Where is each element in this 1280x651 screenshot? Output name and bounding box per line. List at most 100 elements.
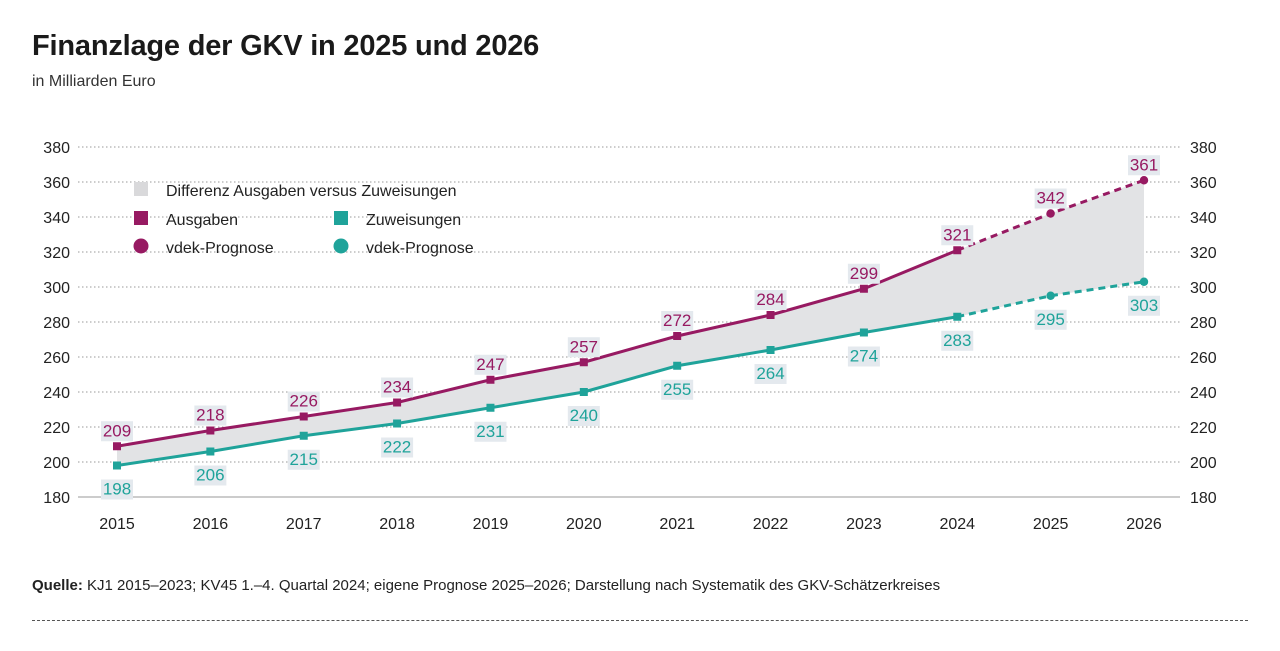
ausgaben-data-label: 321 — [943, 225, 971, 244]
zuweisungen-point — [953, 312, 962, 321]
y-tick-label-right: 240 — [1190, 385, 1217, 402]
x-tick-label: 2026 — [1126, 516, 1162, 533]
ausgaben-point — [859, 284, 868, 293]
legend-prognose-ausgaben-swatch — [133, 238, 149, 254]
y-tick-label-left: 180 — [43, 490, 70, 507]
zuweisungen-data-label: 303 — [1130, 296, 1158, 315]
y-tick-label-left: 380 — [43, 140, 70, 157]
ausgaben-label-bg — [287, 391, 320, 412]
chart-title: Finanzlage der GKV in 2025 und 2026 — [32, 30, 540, 62]
x-tick-label: 2019 — [473, 516, 509, 533]
ausgaben-data-label: 226 — [290, 392, 318, 411]
x-tick-label: 2024 — [939, 516, 975, 533]
zuweisungen-label-bg — [381, 437, 414, 458]
x-tick-label: 2015 — [99, 516, 135, 533]
zuweisungen-data-label: 206 — [196, 466, 224, 485]
ausgaben-forecast-point — [1046, 209, 1055, 218]
zuweisungen-point — [486, 403, 495, 412]
legend-ausgaben-label: Ausgaben — [166, 212, 238, 229]
zuweisungen-label-bg — [661, 379, 694, 400]
zuweisungen-label-bg — [194, 465, 227, 486]
y-tick-label-right: 200 — [1190, 455, 1217, 472]
ausgaben-data-label: 342 — [1036, 189, 1064, 208]
ausgaben-point — [953, 246, 962, 255]
legend-zuweisungen-label: Zuweisungen — [366, 212, 461, 229]
ausgaben-label-bg — [1128, 155, 1160, 176]
zuweisungen-line — [116, 315, 958, 467]
ausgaben-label-bg — [661, 311, 694, 331]
y-tick-label-left: 300 — [43, 280, 70, 297]
source-note: Quelle: KJ1 2015–2023; KV45 1.–4. Quarta… — [32, 577, 940, 594]
chart-subtitle: in Milliarden Euro — [32, 73, 156, 90]
y-tick-label-right: 260 — [1190, 350, 1217, 367]
y-tick-label-right: 320 — [1190, 245, 1217, 262]
legend-prognose-ausgaben-label: vdek-Prognose — [166, 240, 274, 257]
y-tick-label-right: 340 — [1190, 210, 1217, 227]
ausgaben-data-label: 218 — [196, 406, 224, 425]
ausgaben-label-bg — [941, 225, 974, 246]
ausgaben-label-bg — [194, 405, 227, 426]
ausgaben-data-label: 272 — [663, 311, 691, 330]
zuweisungen-label-bg — [474, 421, 507, 442]
zuweisungen-data-label: 255 — [663, 380, 691, 399]
source-label: Quelle: — [32, 577, 83, 594]
ausgaben-point — [766, 311, 775, 319]
ausgaben-point — [113, 442, 121, 451]
y-tick-label-left: 220 — [43, 420, 70, 437]
x-tick-label: 2022 — [753, 516, 789, 533]
ausgaben-data-label: 299 — [850, 264, 878, 283]
x-tick-label: 2023 — [846, 516, 882, 533]
ausgaben-point — [486, 375, 495, 384]
zuweisungen-data-label: 198 — [103, 480, 131, 499]
zuweisungen-label-bg — [287, 449, 320, 470]
ausgaben-data-label: 234 — [383, 378, 411, 397]
ausgaben-label-bg — [567, 337, 600, 358]
ausgaben-data-label: 247 — [476, 355, 504, 374]
y-tick-label-left: 320 — [43, 245, 70, 262]
ausgaben-point — [673, 332, 682, 340]
zuweisungen-data-label: 222 — [383, 438, 411, 457]
y-tick-label-left: 360 — [43, 175, 70, 192]
x-tick-label: 2018 — [379, 516, 415, 533]
legend-prognose-zuweisungen-label: vdek-Prognose — [366, 240, 474, 257]
zuweisungen-point — [206, 447, 215, 456]
y-tick-label-right: 360 — [1190, 175, 1217, 192]
ausgaben-point — [579, 358, 588, 367]
ausgaben-forecast-point — [1139, 176, 1149, 185]
zuweisungen-point — [299, 431, 308, 440]
ausgaben-label-bg — [101, 421, 133, 442]
legend-ausgaben-swatch — [134, 211, 148, 225]
zuweisungen-forecast-point — [1139, 277, 1149, 286]
zuweisungen-label-bg — [101, 479, 133, 500]
y-tick-label-right: 180 — [1190, 490, 1217, 507]
zuweisungen-point — [766, 346, 775, 354]
zuweisungen-data-label: 274 — [850, 347, 878, 366]
legend-prognose-zuweisungen-swatch — [333, 238, 349, 254]
zuweisungen-data-label: 215 — [290, 450, 318, 469]
zuweisungen-point — [393, 419, 402, 428]
y-tick-label-left: 280 — [43, 315, 70, 332]
zuweisungen-forecast-point — [1046, 291, 1055, 300]
ausgaben-label-bg — [474, 354, 507, 375]
zuweisungen-point — [673, 361, 682, 370]
x-tick-label: 2016 — [193, 516, 229, 533]
ausgaben-data-label: 257 — [570, 337, 598, 356]
zuweisungen-data-label: 283 — [943, 331, 971, 350]
y-tick-label-right: 380 — [1190, 140, 1217, 157]
line-chart: 180 180 200 200 220 220 240 240 260 260 280 280 300 3… — [43, 140, 1217, 533]
x-tick-label: 2020 — [566, 516, 602, 533]
x-tick-label: 2021 — [659, 516, 695, 533]
zuweisungen-data-label: 295 — [1036, 310, 1064, 329]
y-tick-label-right: 300 — [1190, 280, 1217, 297]
legend-diff-swatch — [134, 182, 148, 196]
y-tick-label-right: 280 — [1190, 315, 1217, 332]
ausgaben-line — [116, 248, 958, 448]
ausgaben-label-bg — [381, 377, 414, 398]
ausgaben-point — [299, 412, 308, 421]
ausgaben-data-label: 361 — [1130, 155, 1158, 174]
ausgaben-point — [206, 426, 215, 435]
y-tick-label-left: 260 — [43, 350, 70, 367]
x-tick-label: 2017 — [286, 516, 322, 533]
zuweisungen-label-bg — [1128, 295, 1160, 316]
zuweisungen-data-label: 264 — [756, 364, 784, 383]
